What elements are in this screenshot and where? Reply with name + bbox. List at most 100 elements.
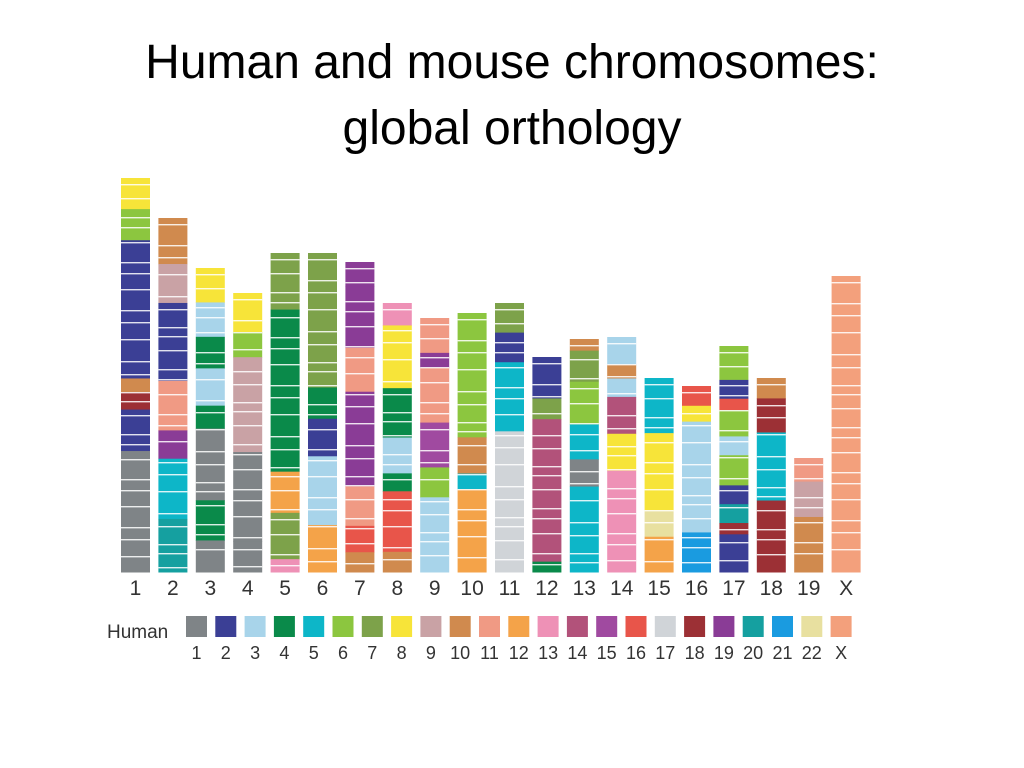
band-line <box>158 274 188 276</box>
band-line <box>308 371 337 373</box>
band-line <box>345 445 375 447</box>
legend-label-21: 21 <box>772 643 792 663</box>
band-line <box>345 268 375 270</box>
band-line <box>831 427 861 429</box>
block-4-2-human-6 <box>233 332 263 358</box>
legend-label-8: 8 <box>397 643 407 663</box>
chromosome-5: 5 <box>270 253 300 600</box>
band-line <box>121 415 150 417</box>
band-line <box>682 495 711 497</box>
chromosome-label: 16 <box>685 577 708 600</box>
band-line <box>345 394 375 396</box>
band-line <box>121 527 150 529</box>
band-line <box>270 449 300 451</box>
band-line <box>158 327 188 329</box>
band-line <box>569 553 599 555</box>
band-line <box>495 309 524 311</box>
band-line <box>195 352 225 354</box>
legend-label-22: 22 <box>802 643 822 663</box>
legend-label-18: 18 <box>685 643 705 663</box>
block-3-1-human-8 <box>195 268 225 303</box>
band-line <box>532 396 562 398</box>
band-line <box>719 457 749 459</box>
block-1-3-human-2 <box>121 240 150 379</box>
block-2-7-human-5 <box>158 458 188 520</box>
block-1-1-human-8 <box>121 178 150 210</box>
band-line <box>270 273 300 275</box>
block-5-3-human-12 <box>270 471 300 514</box>
block-2-4-human-2 <box>158 302 188 382</box>
band-line <box>345 406 375 408</box>
band-line <box>495 540 524 542</box>
band-line <box>158 491 188 493</box>
chromosome-18: 18 <box>756 378 786 600</box>
legend-label-15: 15 <box>597 643 617 663</box>
band-line <box>308 414 337 416</box>
legend-swatch-16 <box>625 616 647 637</box>
band-line <box>457 369 487 371</box>
legend-swatch-14 <box>566 616 588 637</box>
block-7-5-human-11 <box>345 486 375 527</box>
band-line <box>158 379 188 381</box>
band-line <box>345 543 375 545</box>
band-line <box>831 394 861 396</box>
band-line <box>532 475 562 477</box>
band-line <box>308 385 337 387</box>
block-5-2-human-4 <box>270 309 300 473</box>
legend-swatch-4 <box>273 616 295 637</box>
band-line <box>270 436 300 438</box>
block-6-4-human-3 <box>308 456 337 526</box>
band-line <box>121 539 150 541</box>
band-line <box>345 518 375 520</box>
band-line <box>382 559 412 561</box>
band-line <box>682 562 711 564</box>
band-line <box>121 217 150 219</box>
band-line <box>420 429 450 431</box>
chromosome-label: 3 <box>204 577 216 600</box>
band-line <box>607 513 637 515</box>
band-line <box>233 444 263 446</box>
band-line <box>644 473 674 475</box>
band-line <box>644 561 674 563</box>
block-8-7-human-10 <box>382 551 412 573</box>
band-line <box>420 324 450 326</box>
band-line <box>569 403 599 405</box>
band-line <box>532 553 562 555</box>
band-line <box>308 526 337 528</box>
band-line <box>195 524 225 526</box>
chromosome-label: 10 <box>460 577 483 600</box>
chromosome-16: 16 <box>682 386 711 600</box>
legend-swatch-11 <box>479 616 500 637</box>
band-line <box>270 414 300 416</box>
band-line <box>382 547 412 549</box>
band-line <box>121 242 150 244</box>
block-13-2-human-7 <box>569 350 599 383</box>
band-line <box>382 412 412 414</box>
band-line <box>270 397 300 399</box>
chromosome-6: 6 <box>308 253 337 600</box>
band-line <box>457 474 487 476</box>
chromosome-2: 2 <box>158 218 188 600</box>
chromosome-13: 13 <box>569 339 599 600</box>
chromosome-3: 3 <box>195 268 225 600</box>
band-line <box>420 382 450 384</box>
band-line <box>270 554 300 556</box>
block-3-5-human-4 <box>195 405 225 430</box>
band-line <box>644 522 674 524</box>
band-line <box>270 259 300 261</box>
block-18-4-human-18 <box>756 500 786 532</box>
band-line <box>569 500 599 502</box>
band-line <box>270 565 300 567</box>
band-line <box>382 421 412 423</box>
legend-swatch-20 <box>742 616 764 637</box>
chromosome-label: 6 <box>317 577 329 600</box>
band-line <box>270 364 300 366</box>
legend-swatch-17 <box>654 616 676 637</box>
band-line <box>495 414 524 416</box>
band-line <box>794 464 824 466</box>
block-2-6-human-19 <box>158 430 188 460</box>
band-line <box>345 485 375 487</box>
band-line <box>382 359 412 361</box>
block-7-3-human-11 <box>345 347 375 393</box>
band-line <box>121 506 150 508</box>
